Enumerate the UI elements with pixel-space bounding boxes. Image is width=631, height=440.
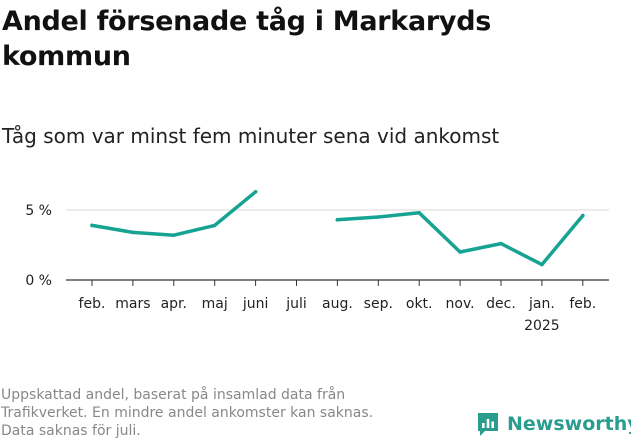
footnote-line: Trafikverket. En mindre andel ankomster … [1, 405, 374, 421]
x-tick-label: feb. [79, 296, 106, 312]
data-point [212, 223, 217, 228]
series-lines [90, 190, 585, 267]
x-axis-ticks: feb. mars apr. maj juni juli aug. sep. okt. nov. d… [79, 280, 596, 334]
x-tick-label: apr. [161, 296, 187, 312]
data-point [458, 250, 462, 254]
data-point [376, 215, 381, 219]
data-point [172, 233, 176, 237]
data-point [90, 223, 94, 228]
line-chart: 0 % 5 % feb. mars apr. maj juni juli aug. sep. ok… [25, 190, 609, 334]
x-tick-label: nov. [446, 296, 475, 312]
x-tick-label: maj [202, 296, 228, 312]
data-point [253, 190, 258, 194]
x-tick-label: juli [285, 296, 307, 312]
y-axis-ticks: 0 % 5 % [25, 203, 52, 289]
bar-chart-speech-icon [478, 413, 498, 436]
footnote: Uppskattad andel, baserat på insamlad da… [1, 386, 441, 440]
data-point [131, 230, 135, 235]
chart-title: Andel försenade tåg i Markaryds kommun [2, 6, 491, 72]
x-tick-label: jan. [528, 296, 555, 312]
footnote-line: Data saknas för juli. [1, 423, 141, 439]
x-tick-label: okt. [406, 296, 433, 312]
x-tick-label: juni [242, 296, 269, 312]
x-tick-label: sep. [364, 296, 393, 312]
x-tick-label: mars [115, 296, 150, 312]
y-tick-label: 5 % [25, 203, 52, 219]
x-tick-label: aug. [322, 296, 353, 312]
data-point [335, 218, 340, 222]
data-point [540, 262, 544, 267]
series-line-segment [335, 211, 585, 267]
x-tick-label: feb. [569, 296, 596, 312]
series-line-segment [90, 190, 258, 237]
footnote-line: Uppskattad andel, baserat på insamlad da… [1, 387, 346, 403]
x-year-label: 2025 [524, 318, 560, 334]
data-point [499, 241, 503, 246]
brand-name: Newsworthy [507, 413, 631, 435]
data-point [417, 211, 422, 215]
chart-subtitle: Tåg som var minst fem minuter sena vid a… [2, 124, 500, 148]
y-tick-label: 0 % [25, 273, 52, 289]
x-tick-label: dec. [486, 296, 516, 312]
data-point [581, 213, 585, 218]
brand-logo: Newsworthy [476, 409, 631, 439]
